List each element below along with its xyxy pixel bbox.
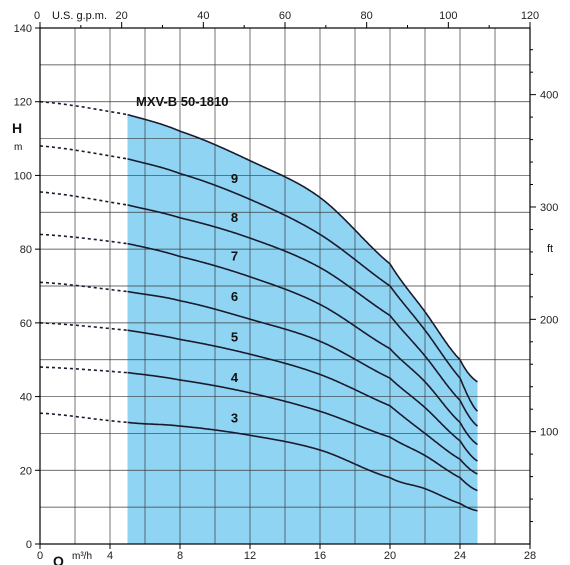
- curve-4-dashed: [40, 366, 128, 374]
- x-tick-label: 24: [454, 550, 466, 562]
- curve-10-dashed: [39, 100, 128, 116]
- x-tick-label: 4: [107, 550, 113, 562]
- curve-8: [127, 204, 478, 427]
- y-tick-label: 60: [20, 318, 32, 330]
- curve-9: [127, 158, 479, 412]
- curve-5-dashed: [40, 322, 128, 331]
- grid: [40, 28, 530, 544]
- y-tick-label: 40: [20, 392, 32, 404]
- x-axis-unit: m³/h: [72, 551, 92, 562]
- right-tick-label: 400: [540, 90, 558, 102]
- labels: MXV-B 50-1810 H m U.S. g.p.m. ft Q m³/h …: [12, 10, 553, 565]
- curve-9-dashed: [39, 145, 128, 160]
- stage-label-8: 8: [231, 210, 238, 225]
- right-tick-label: 300: [540, 202, 558, 214]
- stage-label-5: 5: [231, 330, 238, 345]
- y-tick-label: 80: [20, 244, 32, 256]
- curve-6: [127, 290, 478, 462]
- top-tick-label: 80: [361, 10, 373, 22]
- y-tick-label: 120: [14, 97, 32, 109]
- x-tick-label: 20: [384, 550, 396, 562]
- top-tick-label: 120: [521, 10, 539, 22]
- stage-label-4: 4: [231, 370, 239, 385]
- top-tick-label: 0: [34, 10, 40, 22]
- top-axis-label: U.S. g.p.m.: [52, 10, 107, 22]
- y-tick-label: 0: [26, 539, 32, 551]
- top-tick-label: 100: [439, 10, 457, 22]
- y-axis-label: H: [12, 120, 22, 136]
- right-axis-unit: ft: [547, 243, 553, 255]
- right-tick-label: 200: [540, 314, 558, 326]
- top-tick-label: 60: [279, 10, 291, 22]
- curve-4: [127, 371, 478, 492]
- curve-10: [127, 113, 478, 383]
- x-tick-label: 28: [524, 550, 536, 562]
- x-tick-label: 8: [177, 550, 183, 562]
- x-axis-label: Q: [53, 553, 64, 565]
- stage-label-7: 7: [231, 249, 238, 264]
- curves: [39, 100, 479, 512]
- x-tick-label: 12: [244, 550, 256, 562]
- curve-3-dashed: [39, 412, 128, 424]
- y-tick-label: 140: [14, 23, 32, 35]
- x-tick-label: 0: [37, 550, 43, 562]
- curve-5: [127, 329, 478, 475]
- stage-label-3: 3: [231, 411, 238, 426]
- top-tick-label: 20: [116, 10, 128, 22]
- curve-6-dashed: [39, 281, 128, 293]
- y-axis-unit: m: [14, 142, 22, 153]
- stage-label-6: 6: [231, 289, 238, 304]
- right-tick-label: 100: [540, 427, 558, 439]
- stage-label-9: 9: [231, 171, 238, 186]
- top-tick-label: 40: [197, 10, 209, 22]
- x-tick-label: 16: [314, 550, 326, 562]
- curve-7: [127, 242, 478, 446]
- curve-3: [127, 421, 478, 512]
- curve-8-dashed: [39, 191, 128, 206]
- chart-title: MXV-B 50-1810: [136, 94, 229, 109]
- y-tick-label: 20: [20, 465, 32, 477]
- curve-7-dashed: [39, 233, 128, 245]
- y-tick-label: 100: [14, 170, 32, 182]
